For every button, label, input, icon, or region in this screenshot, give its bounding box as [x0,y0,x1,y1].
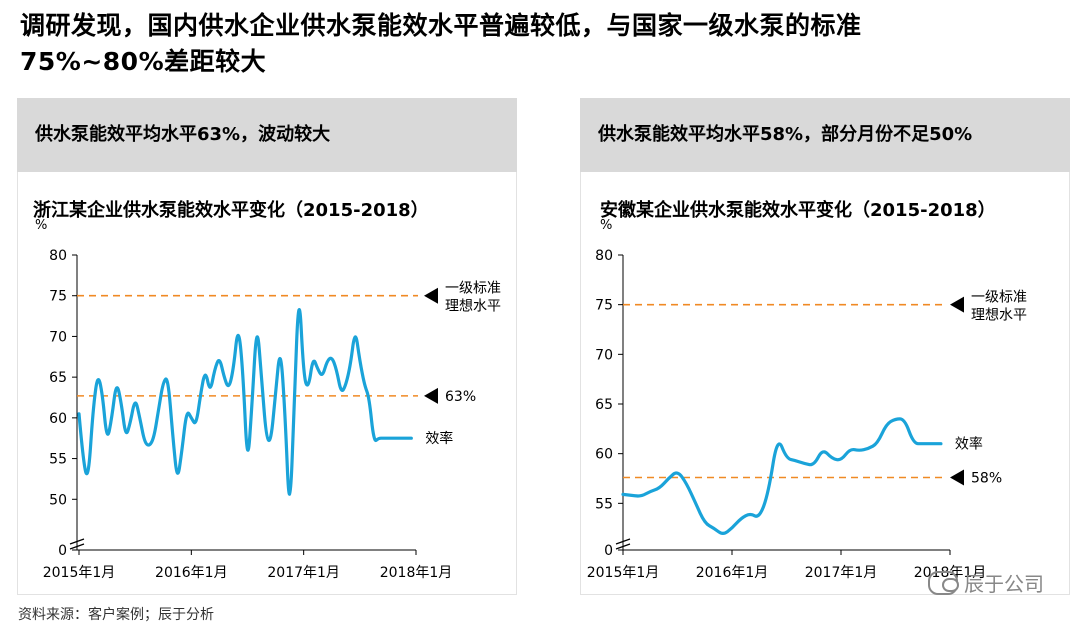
chart-title-zhejiang: 浙江某企业供水泵能效水平变化（2015-2018） [33,200,429,221]
wechat-icon [928,570,959,595]
unit-label-anhui: % [600,218,613,233]
panel-anhui: 供水泵能效平均水平58%，部分月份不足50% 安徽某企业供水泵能效水平变化（20… [580,98,1070,595]
headline-line-2: 75%~80%差距较大 [20,47,267,76]
panel-header-zhejiang: 供水泵能效平均水平63%，波动较大 [17,98,517,172]
watermark: 辰于公司 [928,568,1044,597]
watermark-text: 辰于公司 [964,572,1044,596]
headline-line-1: 调研发现，国内供水企业供水泵能效水平普遍较低，与国家一级水泵的标准 [20,11,862,40]
chart-title-anhui: 安徽某企业供水泵能效水平变化（2015-2018） [600,200,996,221]
source-note: 资料来源：客户案例；辰于分析 [18,607,214,623]
panel-zhejiang: 供水泵能效平均水平63%，波动较大 浙江某企业供水泵能效水平变化（2015-20… [17,98,517,595]
panel-header-anhui: 供水泵能效平均水平58%，部分月份不足50% [580,98,1070,172]
unit-label-zhejiang: % [35,218,48,233]
headline: 调研发现，国内供水企业供水泵能效水平普遍较低，与国家一级水泵的标准 75%~80… [20,8,1070,80]
